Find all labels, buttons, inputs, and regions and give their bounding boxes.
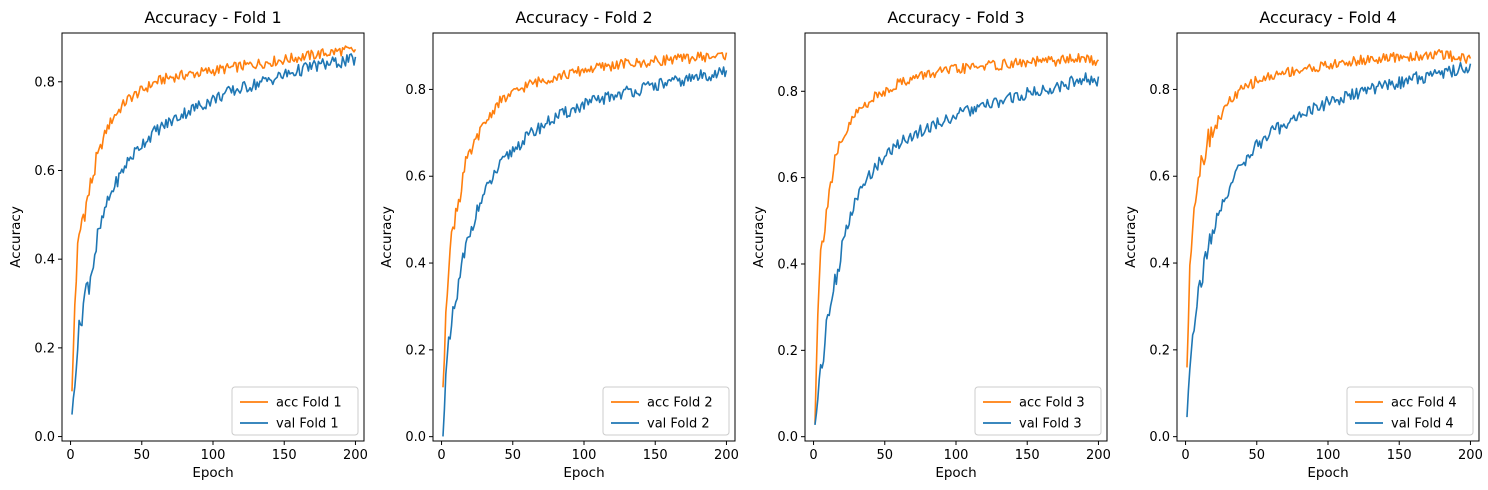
y-tick-label: 0.8 — [777, 85, 798, 100]
y-tick-label: 0.6 — [1149, 170, 1170, 185]
chart-title: Accuracy - Fold 3 — [887, 8, 1024, 27]
y-axis-label: Accuracy — [379, 206, 395, 268]
chart-panel-2: Accuracy - Fold 2 0 50 100 150 200 0.0 0.2 0.4 0.… — [379, 8, 739, 481]
x-axis-label: Epoch — [563, 465, 604, 481]
x-tick-label: 100 — [572, 448, 597, 463]
x-tick-label: 100 — [944, 448, 969, 463]
legend-label: acc Fold 2 — [647, 396, 713, 411]
x-axis-label: Epoch — [1307, 465, 1348, 481]
y-tick-label: 0.4 — [777, 257, 798, 272]
y-tick-label: 0.2 — [34, 341, 55, 356]
y-tick-label: 0.4 — [34, 253, 55, 268]
y-tick-label: 0.8 — [34, 75, 55, 90]
legend-label: val Fold 1 — [276, 417, 339, 432]
y-tick-label: 0.0 — [777, 430, 798, 445]
y-tick-label: 0.2 — [405, 343, 426, 358]
series-line-acc — [71, 45, 357, 392]
series-line-val — [814, 72, 1100, 426]
x-tick-label: 50 — [877, 448, 894, 463]
x-tick-label: 200 — [1458, 448, 1483, 463]
legend-label: acc Fold 4 — [1391, 396, 1457, 411]
x-tick-label: 150 — [272, 448, 297, 463]
y-tick-label: 0.8 — [405, 83, 426, 98]
y-tick-label: 0.4 — [405, 257, 426, 272]
y-tick-label: 0.2 — [777, 344, 798, 359]
x-tick-label: 50 — [134, 448, 151, 463]
x-tick-label: 200 — [714, 448, 739, 463]
legend-label: val Fold 3 — [1019, 417, 1082, 432]
y-tick-label: 0.6 — [777, 171, 798, 186]
plot-frame — [804, 32, 1108, 442]
x-tick-label: 0 — [1181, 448, 1189, 463]
y-tick-label: 0.8 — [1149, 83, 1170, 98]
x-tick-label: 200 — [343, 448, 368, 463]
series-line-val — [1186, 61, 1472, 418]
x-axis-label: Epoch — [935, 465, 976, 481]
y-tick-label: 0.6 — [34, 164, 55, 179]
legend-label: val Fold 2 — [647, 417, 710, 432]
x-tick-label: 50 — [1249, 448, 1266, 463]
y-axis-label: Accuracy — [8, 206, 24, 268]
plot-frame — [1176, 32, 1480, 442]
legend: acc Fold 4 val Fold 4 — [1346, 386, 1474, 436]
legend: acc Fold 2 val Fold 2 — [602, 386, 730, 436]
x-tick-label: 100 — [201, 448, 226, 463]
legend-label: acc Fold 3 — [1019, 396, 1085, 411]
legend: acc Fold 3 val Fold 3 — [974, 386, 1102, 436]
chart-title: Accuracy - Fold 1 — [144, 8, 281, 27]
y-axis-label: Accuracy — [1123, 206, 1139, 268]
x-tick-label: 0 — [437, 448, 445, 463]
x-tick-label: 50 — [505, 448, 522, 463]
plot-frame — [61, 32, 365, 442]
y-tick-label: 0.4 — [1149, 257, 1170, 272]
chart-panel-4: Accuracy - Fold 4 0 50 100 150 200 0.0 0.2 0.4 0.… — [1123, 8, 1483, 481]
x-tick-label: 0 — [66, 448, 74, 463]
x-tick-label: 150 — [643, 448, 668, 463]
y-tick-label: 0.0 — [405, 430, 426, 445]
y-tick-label: 0.0 — [1149, 430, 1170, 445]
series-line-acc — [814, 53, 1100, 424]
plot-frame — [432, 32, 736, 442]
y-tick-label: 0.0 — [34, 430, 55, 445]
legend: acc Fold 1 val Fold 1 — [231, 386, 359, 436]
x-axis-label: Epoch — [192, 465, 233, 481]
chart-panel-1: Accuracy - Fold 1 0 50 100 150 200 0.0 0.2 0.4 0.… — [8, 8, 368, 481]
series-line-val — [71, 53, 357, 415]
x-tick-label: 100 — [1316, 448, 1341, 463]
chart-title: Accuracy - Fold 2 — [515, 8, 652, 27]
y-axis-label: Accuracy — [751, 206, 767, 268]
x-tick-label: 150 — [1387, 448, 1412, 463]
legend-label: acc Fold 1 — [276, 396, 342, 411]
y-tick-label: 0.6 — [405, 170, 426, 185]
x-tick-label: 200 — [1086, 448, 1111, 463]
x-tick-label: 150 — [1015, 448, 1040, 463]
series-line-acc — [442, 51, 728, 388]
series-line-val — [442, 66, 728, 437]
legend-label: val Fold 4 — [1391, 417, 1454, 432]
y-tick-label: 0.2 — [1149, 343, 1170, 358]
series-line-acc — [1186, 48, 1472, 368]
chart-panel-3: Accuracy - Fold 3 0 50 100 150 200 0.0 0.2 0.4 0.… — [751, 8, 1111, 481]
chart-title: Accuracy - Fold 4 — [1259, 8, 1396, 27]
x-tick-label: 0 — [809, 448, 817, 463]
